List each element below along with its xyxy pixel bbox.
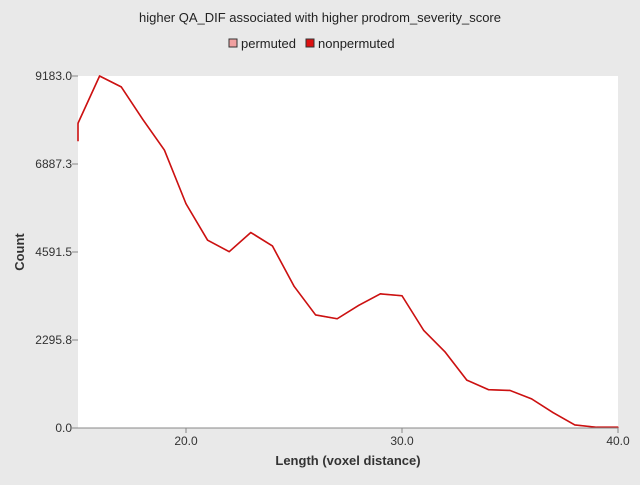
data-point-nonpermuted (250, 231, 252, 234)
data-point-nonpermuted (423, 329, 425, 331)
legend-label: nonpermuted (318, 36, 395, 51)
data-point-nonpermuted (379, 293, 381, 295)
data-point-nonpermuted (315, 314, 317, 316)
y-axis: 0.0 2295.8 4591.5 6887.3 9183.0 (35, 69, 78, 435)
data-point-nonpermuted (293, 285, 295, 287)
data-point-nonpermuted (228, 251, 230, 253)
x-tick-label: 40.0 (606, 434, 630, 448)
legend: permuted nonpermuted (228, 36, 395, 51)
data-point-nonpermuted (142, 118, 144, 121)
data-point-nonpermuted (358, 304, 360, 306)
x-tick-label: 30.0 (390, 434, 414, 448)
chart-title: higher QA_DIF associated with higher pro… (139, 10, 501, 25)
data-point-nonpermuted (271, 245, 273, 247)
data-point-nonpermuted (574, 424, 576, 426)
data-point-nonpermuted (552, 412, 554, 414)
data-point-nonpermuted (99, 75, 101, 77)
data-point-nonpermuted (185, 203, 187, 205)
legend-item-nonpermuted[interactable]: nonpermuted (305, 36, 395, 51)
x-axis-label: Length (voxel distance) (275, 453, 420, 468)
y-tick-label: 2295.8 (35, 333, 72, 347)
legend-label: permuted (241, 36, 296, 51)
y-tick-label: 6887.3 (35, 157, 72, 171)
data-point-nonpermuted (531, 398, 533, 400)
data-point-nonpermuted (444, 351, 446, 353)
data-point-nonpermuted (401, 295, 403, 297)
series-layer (77, 75, 619, 429)
data-point-nonpermuted (509, 389, 511, 392)
y-tick-label: 9183.0 (35, 69, 72, 83)
plot-area (77, 75, 619, 429)
data-point-nonpermuted (163, 149, 165, 151)
series-line-nonpermuted (77, 75, 618, 429)
legend-swatch (305, 38, 315, 48)
x-tick-label: 20.0 (174, 434, 198, 448)
data-point-nonpermuted (120, 86, 122, 88)
y-axis-label: Count (12, 233, 27, 271)
legend-swatch (228, 38, 238, 48)
data-point-nonpermuted (207, 239, 209, 241)
legend-item-permuted[interactable]: permuted (228, 36, 296, 51)
x-axis: 20.0 30.0 40.0 (174, 428, 630, 448)
plot-background (78, 76, 618, 428)
data-point-nonpermuted (336, 318, 338, 320)
data-point-nonpermuted (466, 379, 468, 381)
y-tick-label: 0.0 (55, 421, 72, 435)
data-point-nonpermuted (487, 389, 489, 391)
y-tick-label: 4591.5 (35, 245, 72, 259)
